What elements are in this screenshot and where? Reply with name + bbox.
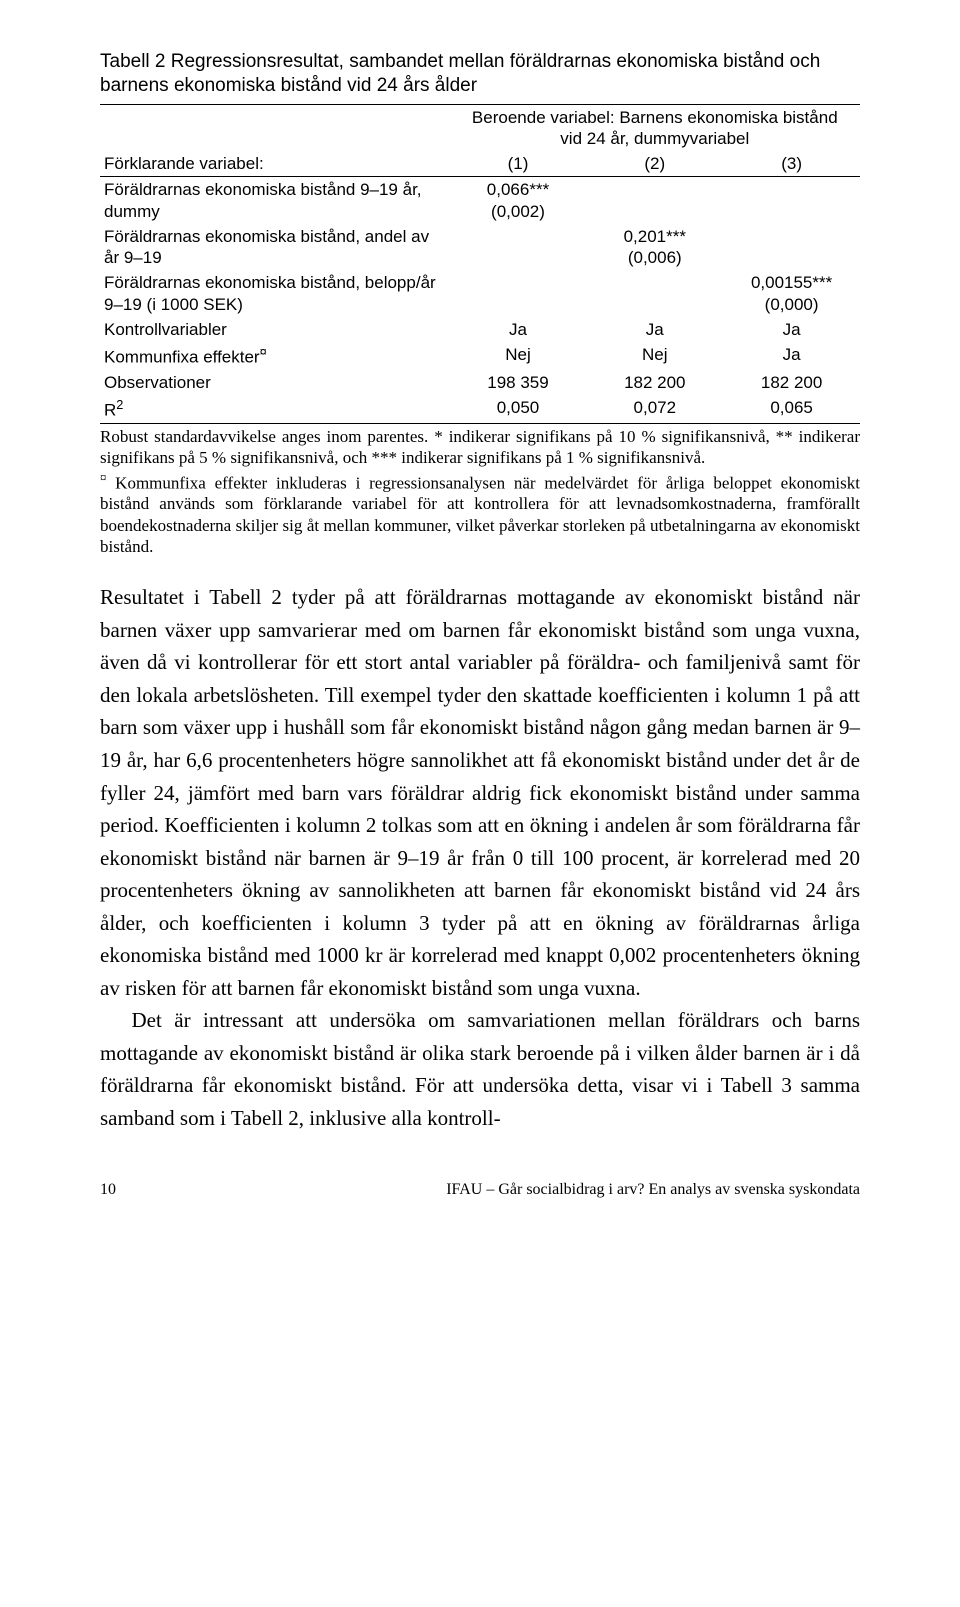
table-note-1: Robust standardavvikelse anges inom pare… xyxy=(100,426,860,469)
row6-v1: 198 359 xyxy=(450,370,587,395)
table-row: Beroende variabel: Barnens ekonomiska bi… xyxy=(100,104,860,151)
row4-v3: Ja xyxy=(723,317,860,342)
row2-val-2a: 0,201*** xyxy=(624,227,686,246)
row7-label-a: R xyxy=(104,401,116,420)
table-row: Observationer 198 359 182 200 182 200 xyxy=(100,370,860,395)
table-row: Föräldrarnas ekonomiska bistånd, belopp/… xyxy=(100,270,860,317)
row5-sup: ¤ xyxy=(260,344,267,359)
row6-label: Observationer xyxy=(100,370,450,395)
table-row: Förklarande variabel: (1) (2) (3) xyxy=(100,151,860,177)
row7-v2: 0,072 xyxy=(586,395,723,423)
dep-header-1: Beroende variabel: Barnens ekonomiska bi… xyxy=(472,108,838,127)
table-row: Föräldrarnas ekonomiska bistånd, andel a… xyxy=(100,224,860,271)
table-row: R2 0,050 0,072 0,065 xyxy=(100,395,860,423)
row4-v2: Ja xyxy=(586,317,723,342)
row5-v3: Ja xyxy=(723,342,860,370)
body-text: Resultatet i Tabell 2 tyder på att föräl… xyxy=(100,581,860,1134)
regression-table: Beroende variabel: Barnens ekonomiska bi… xyxy=(100,104,860,425)
paragraph-1: Resultatet i Tabell 2 tyder på att föräl… xyxy=(100,581,860,1004)
expl-var-label: Förklarande variabel: xyxy=(100,151,450,177)
row4-v1: Ja xyxy=(450,317,587,342)
row5-v2: Nej xyxy=(586,342,723,370)
row1-val-1a: 0,066*** xyxy=(487,180,549,199)
col-3: (3) xyxy=(723,151,860,177)
row5-label: Kommunfixa effekter xyxy=(104,348,260,367)
row7-v3: 0,065 xyxy=(723,395,860,423)
row2-val-2b: (0,006) xyxy=(628,248,682,267)
col-1: (1) xyxy=(450,151,587,177)
table-note-2: ¤ Kommunfixa effekter inkluderas i regre… xyxy=(100,471,860,558)
page-number: 10 xyxy=(100,1181,116,1199)
table-title: Tabell 2 Regressionsresultat, sambandet … xyxy=(100,50,860,98)
table-row: Föräldrarnas ekonomiska bistånd 9–19 år,… xyxy=(100,177,860,224)
row1-label-a: Föräldrarnas ekonomiska bistånd 9–19 år, xyxy=(104,180,422,199)
row6-v2: 182 200 xyxy=(586,370,723,395)
row6-v3: 182 200 xyxy=(723,370,860,395)
row2-label-a: Föräldrarnas ekonomiska bistånd, andel a… xyxy=(104,227,429,246)
running-head: IFAU – Går socialbidrag i arv? En analys… xyxy=(446,1181,860,1199)
paragraph-2: Det är intressant att undersöka om samva… xyxy=(100,1004,860,1134)
row1-label-b: dummy xyxy=(104,202,160,221)
page-footer: 10 IFAU – Går socialbidrag i arv? En ana… xyxy=(100,1181,860,1199)
row3-label-b: 9–19 (i 1000 SEK) xyxy=(104,295,243,314)
table-row: Kontrollvariabler Ja Ja Ja xyxy=(100,317,860,342)
table-row: Kommunfixa effekter¤ Nej Nej Ja xyxy=(100,342,860,370)
row2-label-b: år 9–19 xyxy=(104,248,162,267)
row7-label-sup: 2 xyxy=(116,397,123,412)
row1-val-1b: (0,002) xyxy=(491,202,545,221)
row3-val-3b: (0,000) xyxy=(765,295,819,314)
dep-header-2: vid 24 år, dummyvariabel xyxy=(560,129,749,148)
row7-v1: 0,050 xyxy=(450,395,587,423)
note2-text: Kommunfixa effekter inkluderas i regress… xyxy=(100,473,860,556)
page-container: Tabell 2 Regressionsresultat, sambandet … xyxy=(0,0,960,1239)
row5-v1: Nej xyxy=(450,342,587,370)
row3-val-3a: 0,00155*** xyxy=(751,273,832,292)
col-2: (2) xyxy=(586,151,723,177)
row3-label-a: Föräldrarnas ekonomiska bistånd, belopp/… xyxy=(104,273,436,292)
row4-label: Kontrollvariabler xyxy=(100,317,450,342)
